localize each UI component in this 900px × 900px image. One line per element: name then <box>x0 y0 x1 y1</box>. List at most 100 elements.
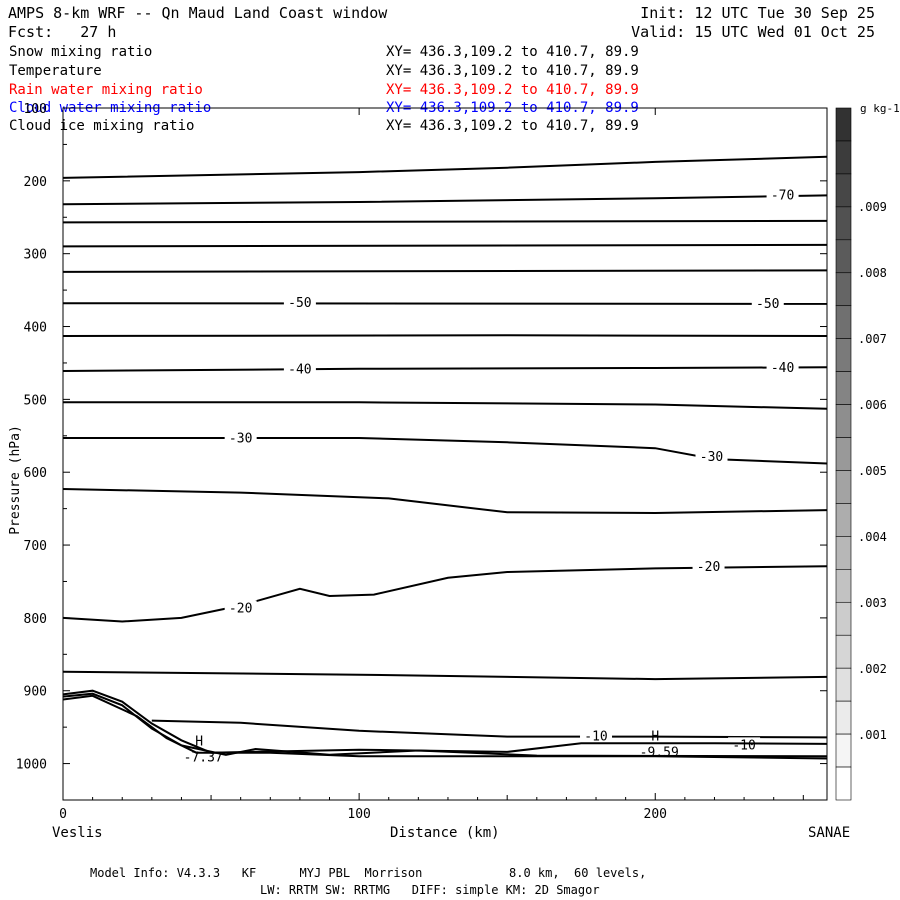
colorbar-tick-label: .009 <box>858 200 887 214</box>
field-name: Rain water mixing ratio <box>9 82 203 98</box>
colorbar-tick-label: .006 <box>858 398 887 412</box>
isotherm-line <box>62 565 828 623</box>
x-tick-label: 0 <box>59 807 67 822</box>
colorbar-segment <box>835 536 852 570</box>
plot-area: -70-50 -50-40 -40-30-30-20-20-10-10H-7.37H… <box>62 155 828 766</box>
right-endpoint-label: SANAE <box>808 825 851 841</box>
valid-time: Valid: 15 UTC Wed 01 Oct 25 <box>631 23 875 41</box>
colorbar-segment <box>835 239 852 274</box>
y-tick-label: 1000 <box>16 758 47 773</box>
contour-label: -40 <box>288 363 311 378</box>
contour-label: -20 <box>229 601 252 616</box>
colorbar-segment <box>835 272 852 307</box>
contour-label: -70 <box>771 188 794 203</box>
isotherm-line <box>62 488 828 515</box>
extremum-value: -7.37 <box>184 751 223 766</box>
field-name: Cloud ice mixing ratio <box>9 118 195 134</box>
colorbar-tick-label: .003 <box>858 596 887 610</box>
contour-label-bg <box>766 187 799 202</box>
isotherm-line <box>63 401 828 410</box>
colorbar: g kg-1 .009 .008 .007 .006 .005 .004 .003 .002 .0… <box>835 102 900 801</box>
forecast-hour: Fcst: 27 h <box>8 23 117 41</box>
contour-label-bg <box>766 360 799 375</box>
colorbar-segment <box>835 470 852 504</box>
contour-label-bg <box>224 600 257 615</box>
colorbar-segment <box>835 634 852 669</box>
field-name: Snow mixing ratio <box>9 44 153 60</box>
isotherm-line <box>62 366 828 372</box>
x-tick-label: 100 <box>347 807 370 822</box>
colorbar-units: g kg-1 <box>860 102 900 115</box>
contour-label: -20 <box>697 560 720 575</box>
isotherm-line <box>62 219 828 224</box>
colorbar-segment <box>835 107 852 142</box>
extremum-value: -9.59 <box>640 746 679 761</box>
contour-label: -10 <box>584 730 607 745</box>
colorbar-segment <box>835 503 852 537</box>
isotherm-line <box>62 302 828 305</box>
left-endpoint-label: Veslis <box>52 825 103 841</box>
isotherm-line <box>62 194 828 206</box>
field-xy: XY= 436.3,109.2 to 410.7, 89.9 <box>386 82 639 98</box>
model-info-line: Model Info: V4.3.3 KF MYJ PBL Morrison 8… <box>90 866 647 880</box>
colorbar-segment <box>835 206 852 241</box>
contour-label-bg <box>224 430 257 445</box>
isotherm-line <box>151 719 828 739</box>
contour-label: -50 <box>756 297 779 312</box>
colorbar-tick-label: .004 <box>858 530 887 544</box>
isotherm-line <box>62 269 828 273</box>
contour-label-bg <box>692 558 725 573</box>
isotherm-line <box>62 155 828 179</box>
colorbar-segment <box>835 569 852 603</box>
colorbar-segment <box>835 437 852 471</box>
axis-x-label: Distance (km) <box>390 825 500 841</box>
y-tick-label: 600 <box>24 466 47 481</box>
contour-label: -10 <box>732 738 755 753</box>
field-name: Temperature <box>9 63 102 79</box>
model-info-line: LW: RRTM SW: RRTMG DIFF: simple KM: 2D S… <box>260 883 600 897</box>
y-tick-label: 700 <box>24 539 47 554</box>
field-xy: XY= 436.3,109.2 to 410.7, 89.9 <box>386 118 639 134</box>
colorbar-tick-label: .008 <box>858 266 887 280</box>
colorbar-segment <box>835 140 852 175</box>
field-xy: XY= 436.3,109.2 to 410.7, 89.9 <box>386 44 639 60</box>
isotherm-line <box>62 243 828 248</box>
colorbar-segment <box>835 601 852 636</box>
y-tick-label: 800 <box>24 612 47 627</box>
colorbar-segment <box>835 700 852 735</box>
colorbar-segment <box>835 404 852 438</box>
y-tick-label: 500 <box>24 393 47 408</box>
colorbar-segment <box>835 371 852 405</box>
chart-title: AMPS 8-km WRF -- Qn Maud Land Coast wind… <box>8 4 388 22</box>
contour-label: -30 <box>229 432 252 447</box>
y-tick-label: 300 <box>24 248 47 263</box>
contour-label-bg <box>695 448 728 463</box>
isotherm-line <box>62 670 828 681</box>
contour-label: -30 <box>700 450 723 465</box>
colorbar-tick-label: .005 <box>858 464 887 478</box>
isotherm-line <box>62 692 828 758</box>
y-tick-label: 400 <box>24 321 47 336</box>
colorbar-tick-label: .007 <box>858 332 887 346</box>
y-tick-label: 900 <box>24 685 47 700</box>
contour-label-bg <box>751 295 784 310</box>
colorbar-segment <box>835 305 852 339</box>
colorbar-segment <box>835 173 852 208</box>
axes: 100 200 300 400 500 600 700 800 900 1000 0 100 200 Pr… <box>8 102 828 822</box>
colorbar-segment <box>835 766 852 801</box>
y-tick-label: 100 <box>24 102 47 117</box>
init-time: Init: 12 UTC Tue 30 Sep 25 <box>640 4 875 22</box>
colorbar-tick-label: .002 <box>858 662 887 676</box>
extremum-letter: H <box>651 730 659 745</box>
isotherm-line <box>62 694 828 760</box>
colorbar-segment <box>835 733 852 768</box>
x-tick-label: 200 <box>644 807 667 822</box>
field-xy: XY= 436.3,109.2 to 410.7, 89.9 <box>386 63 639 79</box>
contour-label: -50 <box>288 296 311 311</box>
colorbar-tick-label: .001 <box>858 728 887 742</box>
axis-y-label: Pressure (hPa) <box>8 425 23 535</box>
y-tick-label: 200 <box>24 175 47 190</box>
isotherm-line <box>63 437 828 465</box>
contour-label-bg <box>283 295 316 310</box>
